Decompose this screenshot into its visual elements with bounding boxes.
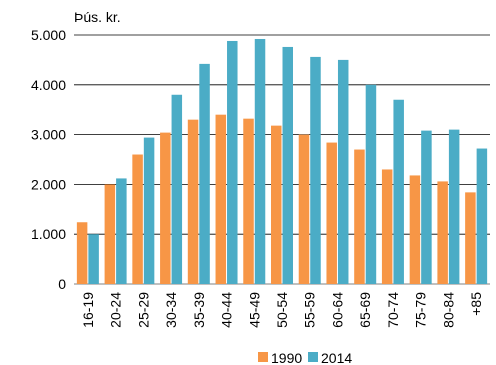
x-tick-label: 16-19 (80, 292, 96, 328)
bar-1990-70-74 (381, 169, 393, 284)
bar-2014-16-19 (88, 234, 99, 284)
legend-label-1990: 1990 (271, 350, 302, 365)
bar-1990-65-69 (354, 149, 365, 284)
bar-2014-45-49 (254, 38, 266, 284)
bar-1990-50-54 (271, 125, 282, 284)
y-tick-label: 2.000 (31, 176, 66, 192)
bar-2014-35-39 (199, 63, 210, 284)
bar-1990-30-34 (160, 132, 171, 284)
x-tick-label: 50-54 (274, 292, 290, 328)
x-tick-label: 45-49 (246, 292, 262, 328)
y-tick-label: 0 (58, 276, 66, 292)
bar-1990-55-59 (298, 134, 310, 284)
y-tick-label: 5.000 (31, 27, 66, 43)
bar-1990-60-64 (326, 142, 337, 284)
legend: 1990 2014 (258, 350, 352, 365)
x-tick-label: 40-44 (219, 292, 235, 328)
bar-1990-45-49 (243, 118, 254, 284)
bar-2014-25-29 (143, 137, 155, 284)
bar-2014-75-79 (421, 130, 432, 284)
x-tick-label: 55-59 (302, 292, 318, 328)
y-tick-label: 4.000 (31, 77, 66, 93)
x-tick-label: 75-79 (413, 292, 429, 328)
bar-2014-50-54 (282, 46, 293, 285)
bar-1990-20-24 (104, 184, 116, 284)
gridlines (74, 34, 490, 285)
x-tick-label: 30-34 (163, 292, 179, 328)
x-axis-ticks: 16-19 20-24 25-29 30-34 35-39 40-44 45-49 50-54… (80, 292, 484, 328)
x-tick-label: 80-84 (440, 292, 456, 328)
bar-2014-60-64 (337, 59, 349, 285)
bar-1990-16-19 (76, 222, 88, 284)
x-tick-label: 25-29 (135, 292, 151, 328)
bar-1990-40-44 (215, 114, 227, 285)
legend-swatch-2014 (308, 352, 318, 362)
bar-2014-65-69 (365, 84, 377, 284)
x-tick-label: 35-39 (191, 292, 207, 328)
x-tick-label: 60-64 (329, 292, 345, 328)
bar-1990-75-79 (409, 175, 421, 284)
bar-1990-35-39 (187, 119, 199, 284)
legend-label-2014: 2014 (321, 350, 352, 365)
bar-2014-+85 (476, 148, 488, 284)
x-tick-label: 65-69 (357, 292, 373, 328)
bar-2014-30-34 (171, 94, 183, 284)
bar-1990-80-84 (437, 181, 448, 284)
bar-1990-+85 (465, 192, 476, 284)
bar-2014-55-59 (310, 56, 321, 284)
bar-2014-70-74 (393, 99, 404, 285)
y-tick-label: 3.000 (31, 127, 66, 143)
bar-1990-25-29 (132, 154, 143, 284)
bar-2014-40-44 (227, 40, 238, 285)
bar-2014-20-24 (116, 178, 127, 284)
x-tick-label: 20-24 (108, 292, 124, 328)
y-tick-label: 1.000 (31, 226, 66, 242)
x-tick-label: 70-74 (385, 292, 401, 328)
bar-2014-80-84 (448, 129, 460, 284)
legend-swatch-1990 (258, 352, 268, 362)
y-axis-ticks: 0 1.000 2.000 3.000 4.000 5.000 (31, 27, 66, 292)
x-tick-label: +85 (468, 292, 484, 316)
bars (76, 38, 488, 285)
y-axis-label: Þús. kr. (74, 9, 121, 25)
